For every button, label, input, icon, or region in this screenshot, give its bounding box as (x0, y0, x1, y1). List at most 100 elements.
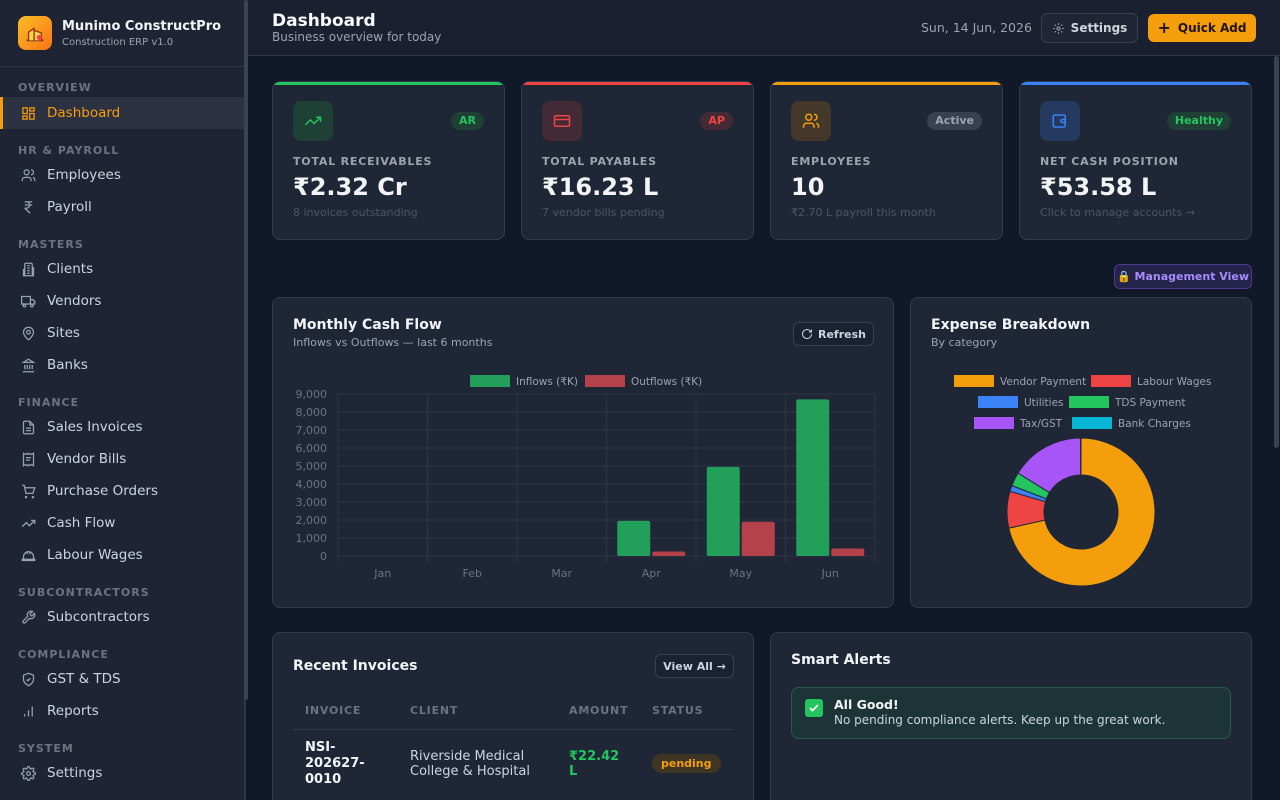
legend-swatch (585, 375, 625, 387)
stat-card-receivables[interactable]: AR TOTAL RECEIVABLES ₹2.32 Cr 8 invoices… (272, 81, 505, 240)
recent-invoices-card: Recent Invoices View All → INVOICE CLIEN… (272, 632, 754, 800)
rupee-icon (20, 199, 36, 215)
cash-flow-card: Monthly Cash Flow Inflows vs Outflows — … (272, 297, 894, 608)
legend-label: Inflows (₹K) (516, 376, 578, 388)
building-icon (20, 261, 36, 277)
sidebar-item-label: Vendors (47, 293, 102, 309)
sidebar-item-label: Employees (47, 167, 121, 183)
stat-label: TOTAL RECEIVABLES (293, 155, 433, 168)
stat-value: ₹16.23 L (542, 173, 659, 201)
section-title-compliance: COMPLIANCE (18, 648, 109, 661)
cash-flow-bar-chart: Inflows (₹K) Outflows (₹K) 9,000 8,000 7,000… (296, 375, 876, 580)
main-scrollbar[interactable] (1274, 56, 1279, 448)
sidebar-item-cash-flow[interactable]: Cash Flow (0, 507, 244, 539)
invoice-amount: ₹22.42 L (569, 748, 620, 779)
column-header[interactable]: STATUS (640, 693, 733, 730)
column-header[interactable]: CLIENT (398, 693, 557, 730)
card-accent-bar (1020, 82, 1251, 85)
y-tick-label: 2,000 (296, 514, 328, 527)
card-title: Smart Alerts (791, 652, 891, 668)
sidebar-item-labour-wages[interactable]: Labour Wages (0, 539, 244, 571)
bar (706, 466, 740, 556)
legend-swatch (974, 417, 1014, 429)
stat-card-payables[interactable]: AP TOTAL PAYABLES ₹16.23 L 7 vendor bill… (521, 81, 754, 240)
management-view-button[interactable]: 🔒 Management View (1114, 264, 1252, 289)
legend-label: Outflows (₹K) (631, 376, 702, 388)
quick-add-button[interactable]: + Quick Add (1148, 14, 1256, 42)
x-tick-label: May (729, 567, 752, 580)
sidebar-item-sites[interactable]: Sites (0, 317, 244, 349)
sidebar: Munimo ConstructPro Construction ERP v1.… (0, 0, 246, 800)
sidebar-item-label: Labour Wages (47, 547, 143, 563)
refresh-icon (801, 328, 813, 340)
view-all-button[interactable]: View All → (655, 654, 734, 678)
sidebar-item-vendors[interactable]: Vendors (0, 285, 244, 317)
settings-button[interactable]: Settings (1041, 13, 1138, 43)
y-tick-label: 7,000 (296, 424, 328, 437)
alert-title: All Good! (834, 697, 899, 712)
sidebar-item-sales-invoices[interactable]: Sales Invoices (0, 411, 244, 443)
refresh-button[interactable]: Refresh (793, 322, 874, 346)
legend-swatch (978, 396, 1018, 408)
section-title-masters: MASTERS (18, 238, 84, 251)
sidebar-item-label: Sales Invoices (47, 419, 143, 435)
page-subtitle: Business overview for today (272, 30, 442, 44)
y-tick-label: 4,000 (296, 478, 328, 491)
bar (652, 551, 686, 556)
shield-icon (20, 671, 36, 687)
invoice-client: Riverside Medical College & Hospital (410, 748, 530, 779)
sidebar-item-label: Banks (47, 357, 88, 373)
credit-card-icon (542, 101, 582, 141)
bar-chart-icon (20, 703, 36, 719)
legend-swatch (1091, 375, 1131, 387)
y-tick-label: 6,000 (296, 442, 328, 455)
invoice-status-cell: pending (640, 729, 733, 788)
sidebar-item-dashboard[interactable]: Dashboard (0, 97, 244, 129)
status-badge: AR (451, 112, 484, 130)
sidebar-item-gst-tds[interactable]: GST & TDS (0, 663, 244, 695)
table-row[interactable]: NSI-202627-0010 Riverside Medical Colleg… (293, 729, 733, 788)
check-icon (805, 699, 823, 717)
card-accent-bar (771, 82, 1002, 85)
sidebar-item-payroll[interactable]: Payroll (0, 191, 244, 223)
column-header[interactable]: AMOUNT (557, 693, 640, 730)
stat-subtext: Click to manage accounts → (1040, 206, 1195, 219)
trending-up-icon (293, 101, 333, 141)
card-accent-bar (522, 82, 753, 85)
sidebar-item-vendor-bills[interactable]: Vendor Bills (0, 443, 244, 475)
status-badge: Active (927, 112, 982, 130)
stat-card-employees[interactable]: Active EMPLOYEES 10 ₹2.70 L payroll this… (770, 81, 1003, 240)
sidebar-item-purchase-orders[interactable]: Purchase Orders (0, 475, 244, 507)
sidebar-scrollbar[interactable] (244, 0, 248, 700)
sidebar-item-reports[interactable]: Reports (0, 695, 244, 727)
pie-slice (1008, 437, 1156, 587)
file-text-icon (20, 419, 36, 435)
sidebar-item-banks[interactable]: Banks (0, 349, 244, 381)
table-header-row: INVOICE CLIENT AMOUNT STATUS (293, 693, 733, 730)
column-header[interactable]: INVOICE (293, 693, 398, 730)
sidebar-item-subcontractors[interactable]: Subcontractors (0, 601, 244, 633)
sidebar-item-label: Purchase Orders (47, 483, 158, 499)
sidebar-item-label: Clients (47, 261, 94, 277)
sidebar-item-clients[interactable]: Clients (0, 253, 244, 285)
gear-icon (20, 765, 36, 781)
invoice-number[interactable]: NSI-202627-0010 (305, 739, 365, 787)
stat-card-net-cash[interactable]: Healthy NET CASH POSITION ₹53.58 L Click… (1019, 81, 1252, 240)
expense-donut-chart: Vendor Payment Labour Wages Utilities TDS P… (954, 375, 1211, 587)
sidebar-item-settings[interactable]: Settings (0, 757, 244, 789)
stat-subtext: 7 vendor bills pending (542, 206, 665, 219)
card-title: Monthly Cash Flow (293, 317, 442, 333)
card-subtitle: By category (931, 336, 998, 349)
sidebar-item-label: Subcontractors (47, 609, 150, 625)
sidebar-item-label: Reports (47, 703, 99, 719)
stat-label: TOTAL PAYABLES (542, 155, 657, 168)
refresh-label: Refresh (818, 327, 866, 341)
brand-name: Munimo ConstructPro (62, 18, 222, 34)
sidebar-item-employees[interactable]: Employees (0, 159, 244, 191)
x-tick-label: Jan (373, 567, 391, 580)
wallet-icon (1040, 101, 1080, 141)
brand[interactable]: Munimo ConstructPro Construction ERP v1.… (0, 0, 244, 67)
top-header: Dashboard Business overview for today Su… (248, 0, 1280, 56)
hard-hat-icon (20, 547, 36, 563)
cart-icon (20, 483, 36, 499)
